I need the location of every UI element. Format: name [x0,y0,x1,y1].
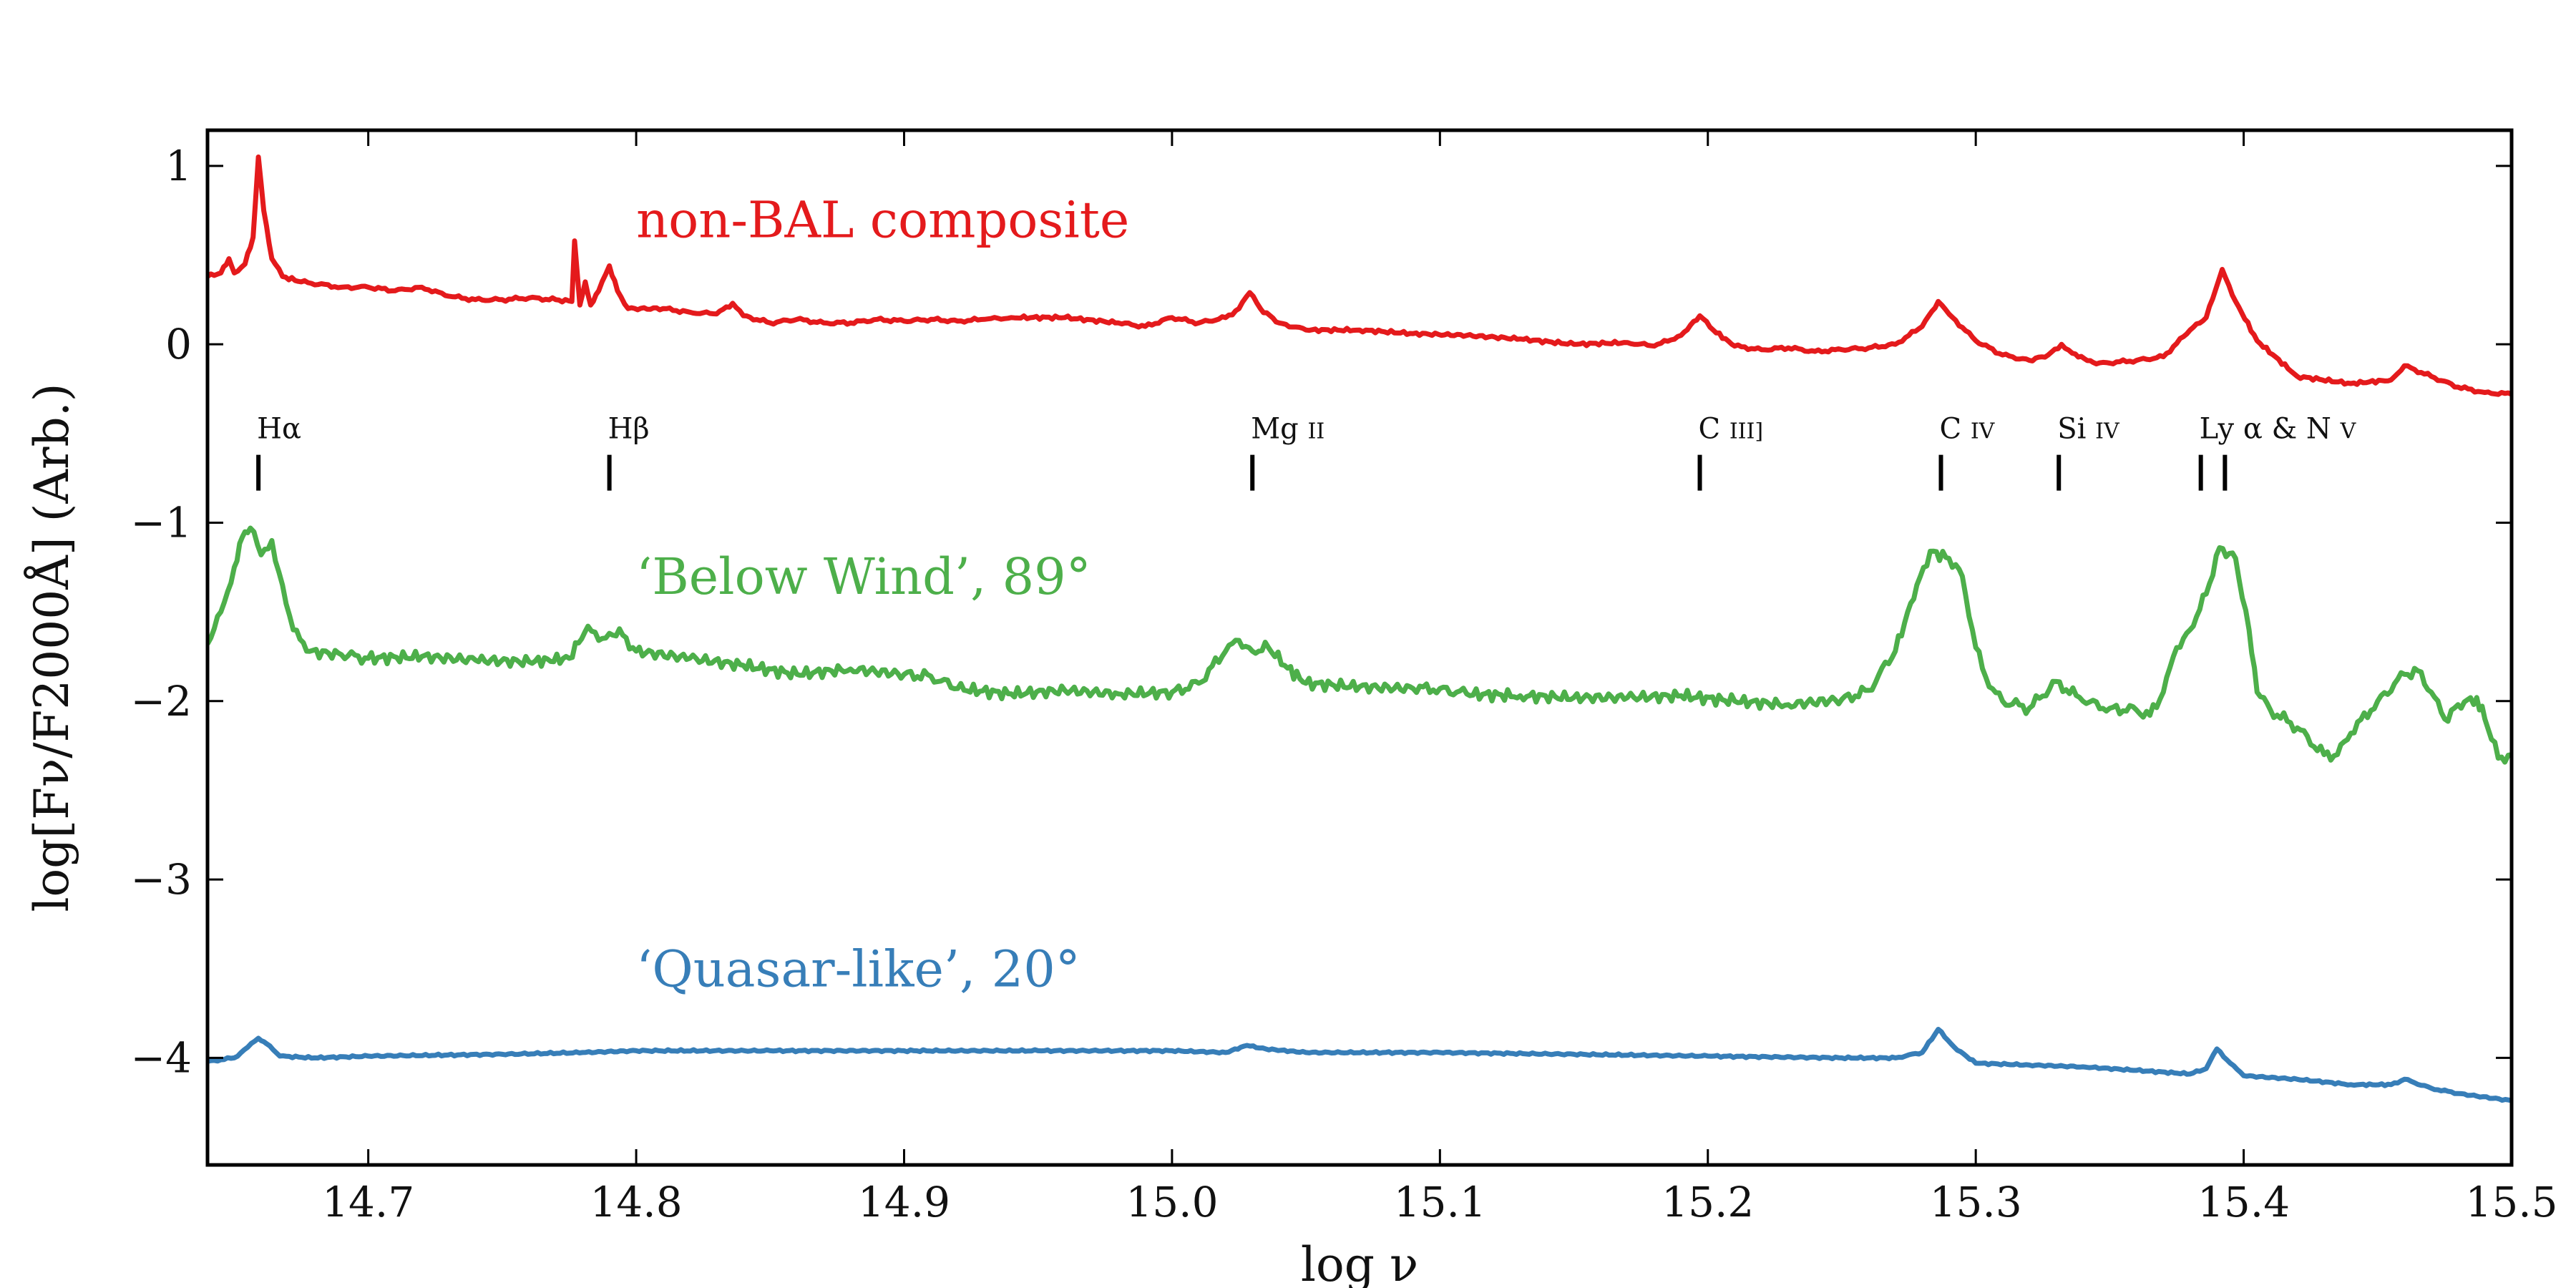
axis-ticks: 14.7 14.8 14.9 15.0 15.1 15.2 15.3 15.4 15.5 1 0 −1… [131,130,2558,1226]
plot-frame [205,128,2514,1167]
series-line-2 [208,1027,2512,1103]
y-tick-label: 1 [165,142,192,190]
x-tick-label: 15.1 [1394,1178,1486,1226]
series-line-1 [208,525,2512,765]
line-marker-label-Ly-alpha-N-V: Ly α & N V [2200,413,2357,446]
line-marker-label-Mg-II: Mg II [1251,413,1324,446]
x-tick-label: 14.7 [322,1178,414,1226]
x-tick-label: 15.3 [1930,1178,2022,1226]
series-label-2: ‘Quasar-like’, 20° [636,940,1080,999]
y-tick-label: 0 [165,320,192,369]
x-axis-title: log ν [1301,1237,1418,1288]
line-marker-label-Si-IV: Si IV [2057,413,2120,446]
line-marker-label-C-III: C III] [1699,413,1764,446]
x-tick-label: 14.9 [858,1178,950,1226]
line-marker-label-C-IV: C IV [1939,413,1995,446]
x-tick-label: 15.5 [2465,1178,2557,1226]
emission-line-markers: Hα Hβ Mg II C III] C IV Si IV Ly α & N V [256,413,2357,491]
y-tick-label: −2 [131,677,192,726]
line-marker-label-H-alpha: Hα [257,413,301,446]
series-label-1: ‘Below Wind’, 89° [636,547,1091,606]
plot-area [208,154,2512,1103]
y-axis-title: log[Fν/F2000Å] (Arb.) [24,383,79,912]
series-labels: non-BAL composite ‘Below Wind’, 89° ‘Quasa… [636,191,1129,999]
series-label-0: non-BAL composite [636,191,1129,250]
y-tick-label: −1 [131,498,192,547]
y-tick-label: −4 [131,1033,192,1082]
y-tick-label: −3 [131,855,192,904]
x-tick-label: 15.2 [1662,1178,1754,1226]
x-tick-label: 14.8 [590,1178,682,1226]
series-line-0 [208,154,2512,397]
x-tick-label: 15.0 [1126,1178,1218,1226]
line-marker-label-H-beta: Hβ [608,413,650,446]
x-tick-label: 15.4 [2197,1178,2290,1226]
